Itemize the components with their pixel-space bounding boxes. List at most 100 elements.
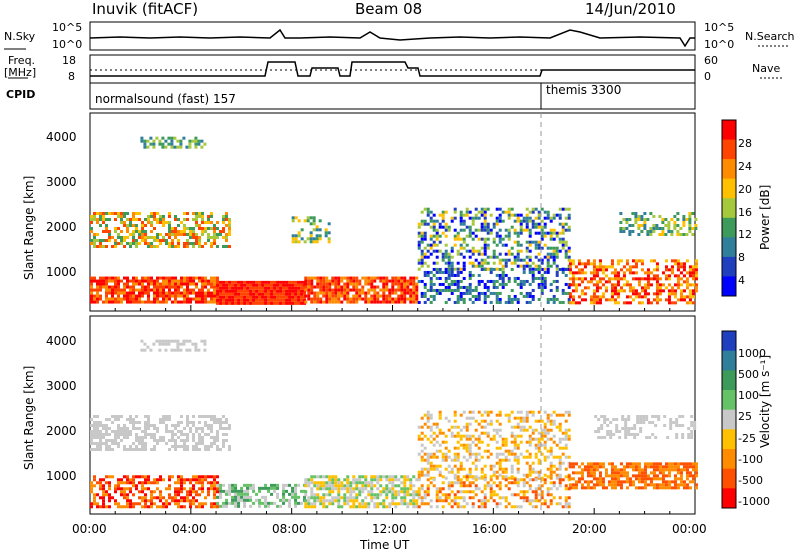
data-cell <box>316 297 320 301</box>
data-cell <box>170 142 174 146</box>
data-cell <box>462 455 466 459</box>
data-cell <box>555 502 559 506</box>
data-cell <box>495 267 499 271</box>
data-cell <box>616 280 620 284</box>
data-cell <box>564 273 568 277</box>
data-cell <box>385 279 389 283</box>
data-cell <box>135 445 138 448</box>
data-cell <box>93 242 96 245</box>
data-cell <box>228 292 232 296</box>
data-cell <box>364 505 368 509</box>
data-cell <box>595 271 599 275</box>
data-cell <box>652 259 656 263</box>
data-cell <box>140 348 144 352</box>
data-cell <box>322 285 326 289</box>
data-cell <box>325 294 329 298</box>
data-cell <box>403 499 407 503</box>
data-cell <box>294 501 298 505</box>
data-cell <box>670 233 674 236</box>
data-cell <box>174 493 177 497</box>
data-cell <box>312 240 316 244</box>
data-cell <box>492 225 496 229</box>
data-cell <box>279 504 283 508</box>
data-cell <box>156 442 159 445</box>
data-cell <box>447 267 451 271</box>
data-cell <box>346 502 350 506</box>
data-cell <box>504 273 508 277</box>
data-cell <box>483 222 487 226</box>
data-cell <box>400 487 404 491</box>
data-cell <box>382 300 386 304</box>
data-cell <box>313 475 317 479</box>
data-cell <box>120 291 123 295</box>
data-cell <box>397 493 401 497</box>
data-cell <box>612 418 616 421</box>
data-cell <box>150 279 153 283</box>
data-cell <box>619 277 623 281</box>
data-cell <box>189 427 192 430</box>
data-cell <box>604 468 608 472</box>
data-cell <box>207 475 210 479</box>
data-cell <box>141 475 144 479</box>
data-cell <box>164 145 168 149</box>
data-cell <box>201 297 204 301</box>
data-cell <box>483 431 487 435</box>
data-cell <box>132 418 135 421</box>
data-cell <box>198 505 201 509</box>
data-cell <box>516 300 520 304</box>
data-cell <box>132 239 135 242</box>
data-cell <box>474 452 478 456</box>
data-cell <box>552 279 556 283</box>
data-cell <box>610 283 614 287</box>
data-cell <box>90 502 93 506</box>
data-cell <box>432 261 436 265</box>
data-cell <box>429 428 433 432</box>
data-cell <box>255 301 259 305</box>
data-cell <box>237 289 241 293</box>
data-cell <box>462 240 466 244</box>
data-cell <box>640 486 644 490</box>
data-cell <box>123 436 126 439</box>
data-cell <box>528 443 532 447</box>
data-cell <box>483 225 487 229</box>
data-cell <box>189 297 192 301</box>
data-cell <box>438 499 442 503</box>
data-cell <box>438 240 442 244</box>
data-cell <box>304 285 308 289</box>
data-cell <box>522 264 526 268</box>
data-cell <box>438 487 442 491</box>
data-cell <box>126 433 129 436</box>
data-cell <box>586 262 590 266</box>
data-cell <box>643 480 647 484</box>
data-cell <box>447 273 451 277</box>
data-cell <box>409 484 413 488</box>
data-cell <box>534 446 538 450</box>
data-cell <box>483 300 487 304</box>
data-cell <box>432 443 436 447</box>
data-cell <box>93 288 96 292</box>
data-cell <box>150 300 153 304</box>
data-cell <box>146 139 150 143</box>
data-cell <box>173 136 177 140</box>
data-cell <box>102 221 105 224</box>
data-cell <box>564 240 568 244</box>
data-cell <box>111 496 114 500</box>
data-cell <box>694 262 698 266</box>
data-cell <box>400 279 404 283</box>
data-cell <box>498 446 502 450</box>
data-cell <box>343 276 347 280</box>
data-cell <box>622 471 626 475</box>
data-cell <box>228 492 232 496</box>
data-cell <box>114 230 117 233</box>
data-cell <box>141 499 144 503</box>
data-cell <box>649 277 653 281</box>
data-cell <box>96 279 99 283</box>
data-cell <box>132 212 135 215</box>
data-cell <box>346 300 350 304</box>
data-cell <box>412 285 416 289</box>
data-cell <box>195 233 198 236</box>
data-cell <box>477 297 481 301</box>
data-cell <box>412 288 416 292</box>
data-cell <box>327 237 331 241</box>
data-cell <box>90 285 93 289</box>
